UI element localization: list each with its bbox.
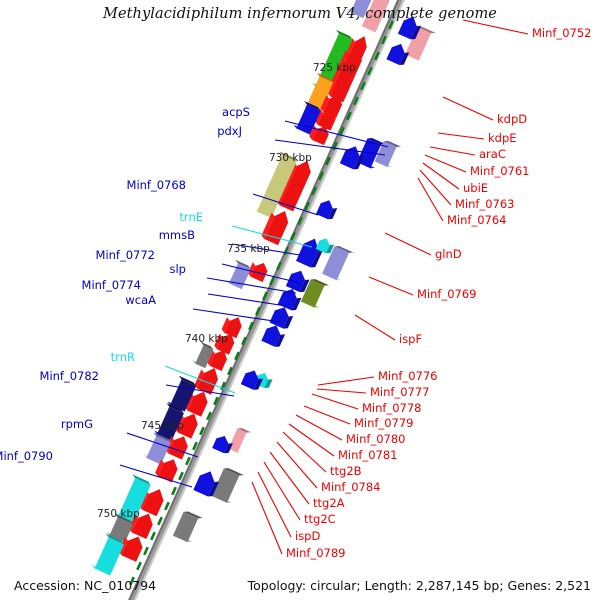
gene-label-rpmg[interactable]: rpmG	[60, 417, 93, 431]
gene-label-minf_0784[interactable]: Minf_0784	[321, 480, 381, 494]
gene-label-pdxj[interactable]: pdxJ	[217, 124, 242, 138]
gene-label-slp[interactable]: slp	[169, 262, 187, 276]
accession-text: Accession: NC_010794	[14, 578, 157, 593]
gene-label-minf_0772[interactable]: Minf_0772	[95, 248, 155, 262]
gene-label-minf_0768[interactable]: Minf_0768	[126, 178, 186, 192]
axis-tick-label: 730 kbp	[269, 152, 312, 164]
gene-label-minf_0763[interactable]: Minf_0763	[455, 197, 515, 211]
gene-label-kdpe[interactable]: kdpE	[488, 131, 517, 145]
gene-label-minf_0761[interactable]: Minf_0761	[470, 164, 530, 178]
axis-tick-label: 735 kbp	[227, 243, 270, 255]
gene-label-minf_0789[interactable]: Minf_0789	[286, 546, 346, 560]
gene-label-minf_0769[interactable]: Minf_0769	[417, 287, 477, 301]
gene-label-minf_0764[interactable]: Minf_0764	[447, 213, 507, 227]
gene-feature-layer[interactable]	[91, 0, 436, 576]
gene-label-trnr[interactable]: trnR	[110, 350, 135, 364]
gene-label-kdpd[interactable]: kdpD	[497, 112, 528, 126]
gene-label-ttg2c[interactable]: ttg2C	[304, 512, 336, 526]
gene-label-minf_0782[interactable]: Minf_0782	[39, 369, 99, 383]
tick-mark-layer	[129, 20, 394, 586]
gene-label-arac[interactable]: araC	[479, 147, 506, 161]
gene-label-minf_0752[interactable]: Minf_0752	[532, 26, 592, 40]
gene-label-minf_0780[interactable]: Minf_0780	[346, 432, 406, 446]
axis-tick-label: 745 kbp	[141, 420, 184, 432]
axis-tick-label: 725 kbp	[313, 62, 356, 74]
gene-label-trne[interactable]: trnE	[179, 210, 203, 224]
gene-label-ispd[interactable]: ispD	[295, 529, 321, 543]
axis-tick-label: 740 kbp	[185, 333, 228, 345]
gene-label-mmsb[interactable]: mmsB	[158, 228, 195, 242]
axis-tick-label: 750 kbp	[97, 508, 140, 520]
gene-label-minf_0774[interactable]: Minf_0774	[81, 278, 141, 292]
gene-label-minf_0778[interactable]: Minf_0778	[362, 401, 422, 415]
gene-label-ubie[interactable]: ubiE	[463, 181, 489, 195]
gene-label-ttg2a[interactable]: ttg2A	[313, 496, 345, 510]
gene-label-ispf[interactable]: ispF	[399, 332, 423, 346]
gene-label-minf_0776[interactable]: Minf_0776	[378, 369, 438, 383]
gene-label-minf_0781[interactable]: Minf_0781	[338, 448, 398, 462]
page-title: Methylacidiphilum infernorum V4, complet…	[103, 6, 497, 22]
gene-label-wcaa[interactable]: wcaA	[125, 293, 156, 307]
gene-label-ttg2b[interactable]: ttg2B	[330, 464, 362, 478]
leader-line-layer	[119, 19, 529, 555]
gene-label-glnd[interactable]: glnD	[435, 247, 462, 261]
gene-label-minf_0790[interactable]: Minf_0790	[0, 449, 53, 463]
gene-label-minf_0779[interactable]: Minf_0779	[354, 416, 414, 430]
genome-stats-text: Topology: circular; Length: 2,287,145 bp…	[247, 578, 591, 593]
gene-label-acps[interactable]: acpS	[222, 105, 250, 119]
gene-label-minf_0777[interactable]: Minf_0777	[370, 385, 430, 399]
